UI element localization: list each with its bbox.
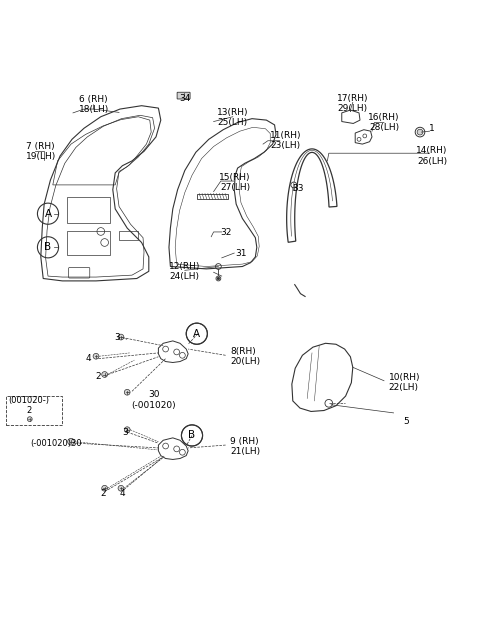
Text: 34: 34 — [179, 94, 191, 103]
Text: 8(RH)
20(LH): 8(RH) 20(LH) — [230, 347, 261, 367]
Circle shape — [118, 334, 124, 340]
Circle shape — [118, 486, 124, 491]
Text: 17(RH)
29(LH): 17(RH) 29(LH) — [337, 94, 369, 113]
Text: 7 (RH)
19(LH): 7 (RH) 19(LH) — [26, 142, 57, 161]
Text: 30
(-001020): 30 (-001020) — [132, 390, 176, 409]
Text: 33: 33 — [292, 184, 303, 193]
Text: (-001020)30: (-001020)30 — [30, 438, 82, 448]
Text: (001020-)
2: (001020-) 2 — [8, 396, 49, 415]
Circle shape — [102, 486, 108, 491]
Text: 13(RH)
25(LH): 13(RH) 25(LH) — [217, 108, 249, 128]
Circle shape — [124, 427, 130, 433]
Text: 1: 1 — [429, 124, 435, 133]
Circle shape — [124, 389, 130, 395]
Circle shape — [217, 277, 220, 280]
Text: 32: 32 — [220, 228, 231, 237]
Text: 4: 4 — [120, 489, 125, 498]
Text: 4: 4 — [86, 354, 92, 363]
Circle shape — [216, 276, 221, 281]
Circle shape — [68, 438, 74, 445]
Text: 2: 2 — [96, 372, 101, 381]
Circle shape — [417, 129, 423, 135]
Text: 10(RH)
22(LH): 10(RH) 22(LH) — [389, 373, 420, 392]
Text: 31: 31 — [235, 248, 247, 257]
Text: B: B — [45, 242, 51, 252]
Text: 9 (RH)
21(LH): 9 (RH) 21(LH) — [230, 437, 261, 456]
Circle shape — [93, 353, 99, 359]
Text: B: B — [189, 430, 195, 440]
Text: A: A — [45, 209, 51, 219]
Text: 3: 3 — [115, 333, 120, 342]
FancyBboxPatch shape — [177, 92, 190, 99]
Text: 5: 5 — [403, 416, 409, 426]
Text: 15(RH)
27(LH): 15(RH) 27(LH) — [219, 173, 251, 192]
Text: 6 (RH)
18(LH): 6 (RH) 18(LH) — [78, 94, 109, 114]
Circle shape — [102, 372, 108, 377]
Text: A: A — [193, 329, 200, 338]
Text: 12(RH)
24(LH): 12(RH) 24(LH) — [169, 262, 201, 281]
Text: 11(RH)
23(LH): 11(RH) 23(LH) — [270, 131, 301, 150]
Circle shape — [27, 417, 32, 421]
Text: 14(RH)
26(LH): 14(RH) 26(LH) — [416, 147, 448, 166]
Text: 16(RH)
28(LH): 16(RH) 28(LH) — [368, 113, 400, 132]
Text: 3: 3 — [122, 428, 128, 437]
Text: 2: 2 — [100, 489, 106, 498]
